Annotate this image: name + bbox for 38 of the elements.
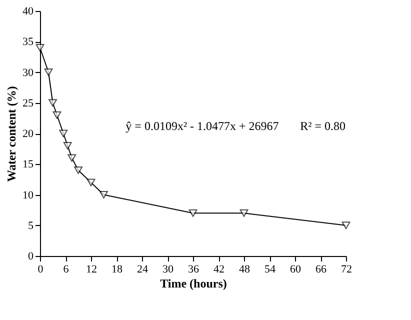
y-tick-label: 20: [22, 128, 34, 140]
y-axis-title: Water content (%): [4, 86, 18, 182]
point: [188, 209, 198, 217]
y-tick-label: 25: [22, 97, 34, 110]
point: [74, 166, 82, 174]
y-tick-label: 0: [28, 250, 34, 262]
x-tick-label: 12: [86, 264, 97, 276]
point: [68, 154, 76, 162]
point: [48, 99, 57, 107]
x-tick-label: 60: [290, 264, 302, 276]
x-tick-label: 36: [188, 264, 200, 276]
point: [100, 191, 108, 198]
point: [44, 68, 53, 76]
y-tick-label: 5: [28, 220, 34, 232]
y-tick-label: 10: [22, 189, 34, 202]
point: [52, 111, 62, 119]
point: [86, 178, 96, 186]
x-tick-label: 54: [264, 264, 276, 276]
y-tick-label: 15: [22, 158, 34, 171]
point: [342, 222, 350, 230]
x-tick-label: 48: [239, 264, 250, 276]
x-tick-label: 0: [38, 264, 44, 276]
x-tick-label: 30: [162, 264, 174, 276]
y-tick-label: 40: [22, 6, 34, 18]
x-tick-label: 42: [214, 264, 224, 276]
point: [63, 142, 72, 150]
x-tick-label: 6: [63, 264, 70, 276]
x-axis-title: Time (hours): [160, 276, 227, 290]
y-tick-label: 35: [22, 36, 34, 48]
point: [59, 130, 68, 138]
y-tick-label: 30: [22, 66, 34, 79]
x-tick-label: 72: [341, 264, 352, 276]
x-tick-label: 24: [137, 264, 148, 276]
annotation: R² = 0.80: [300, 119, 346, 134]
x-tick-label: 66: [316, 264, 327, 276]
x-tick-label: 18: [112, 264, 123, 276]
point: [240, 209, 248, 217]
annotation: ŷ = 0.0109x² - 1.0477x + 26967: [126, 119, 279, 134]
